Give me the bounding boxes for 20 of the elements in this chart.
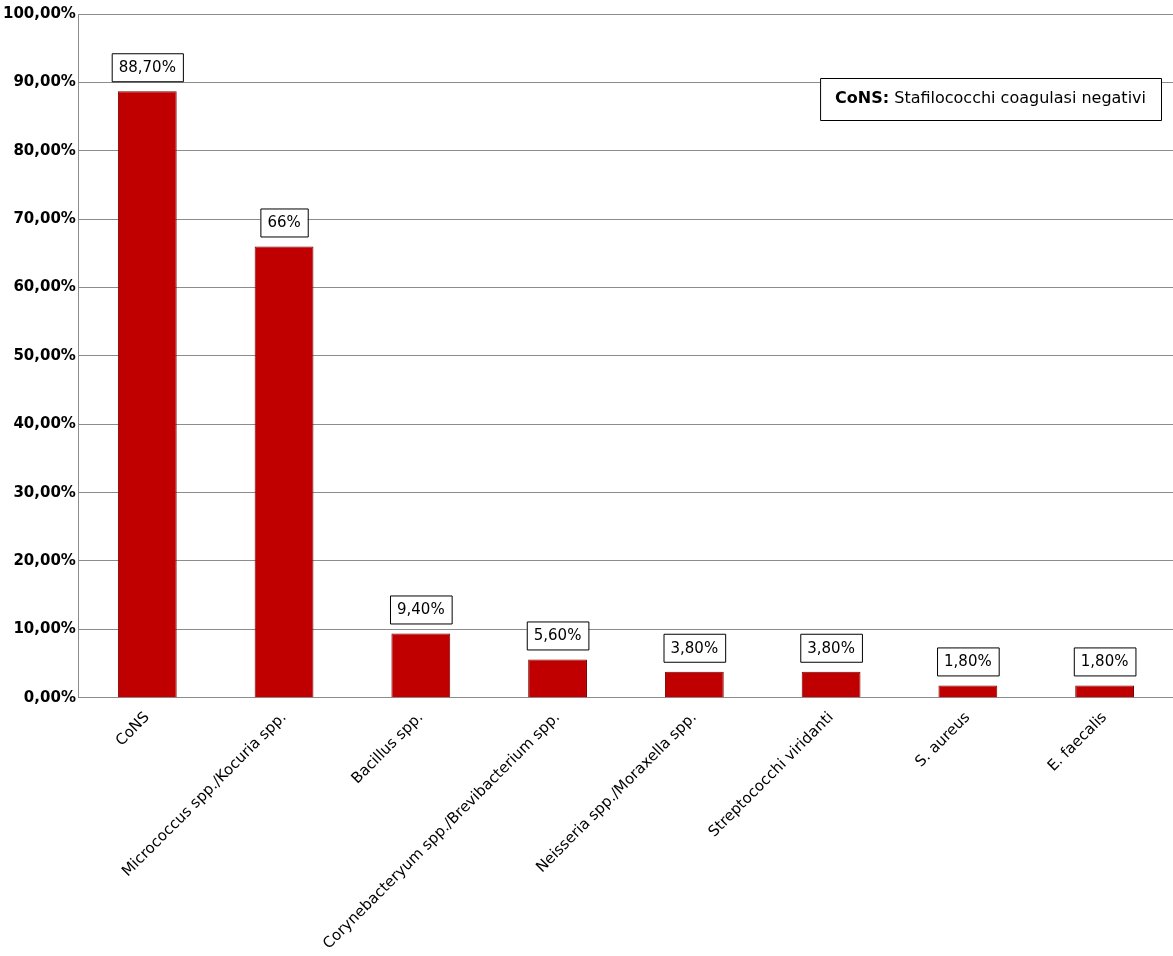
data-label: 3,80%	[670, 638, 719, 657]
data-label: 66%	[267, 213, 301, 232]
data-label: 3,80%	[807, 638, 855, 657]
data-label: 1,80%	[1080, 652, 1129, 671]
data-label: 9,40%	[396, 600, 445, 619]
data-label: 5,60%	[533, 626, 582, 645]
y-tick-label: 10,00%	[13, 619, 76, 638]
y-tick-label: 0,00%	[23, 687, 76, 706]
y-tick-label: 90,00%	[13, 72, 76, 91]
y-tick-label: 60,00%	[13, 277, 76, 296]
y-tick-label: 40,00%	[13, 414, 76, 433]
y-tick-label: 100,00%	[2, 3, 76, 22]
annotation: CoNS: Stafilococchi coagulasi negativi	[835, 88, 1147, 108]
y-tick-label: 70,00%	[13, 209, 76, 228]
y-tick-label: 80,00%	[13, 140, 76, 159]
data-label: 1,80%	[944, 652, 992, 671]
y-tick-label: 30,00%	[13, 482, 76, 501]
data-label: 88,70%	[118, 58, 176, 77]
y-tick-label: 50,00%	[13, 345, 76, 364]
y-tick-label: 20,00%	[13, 550, 76, 569]
